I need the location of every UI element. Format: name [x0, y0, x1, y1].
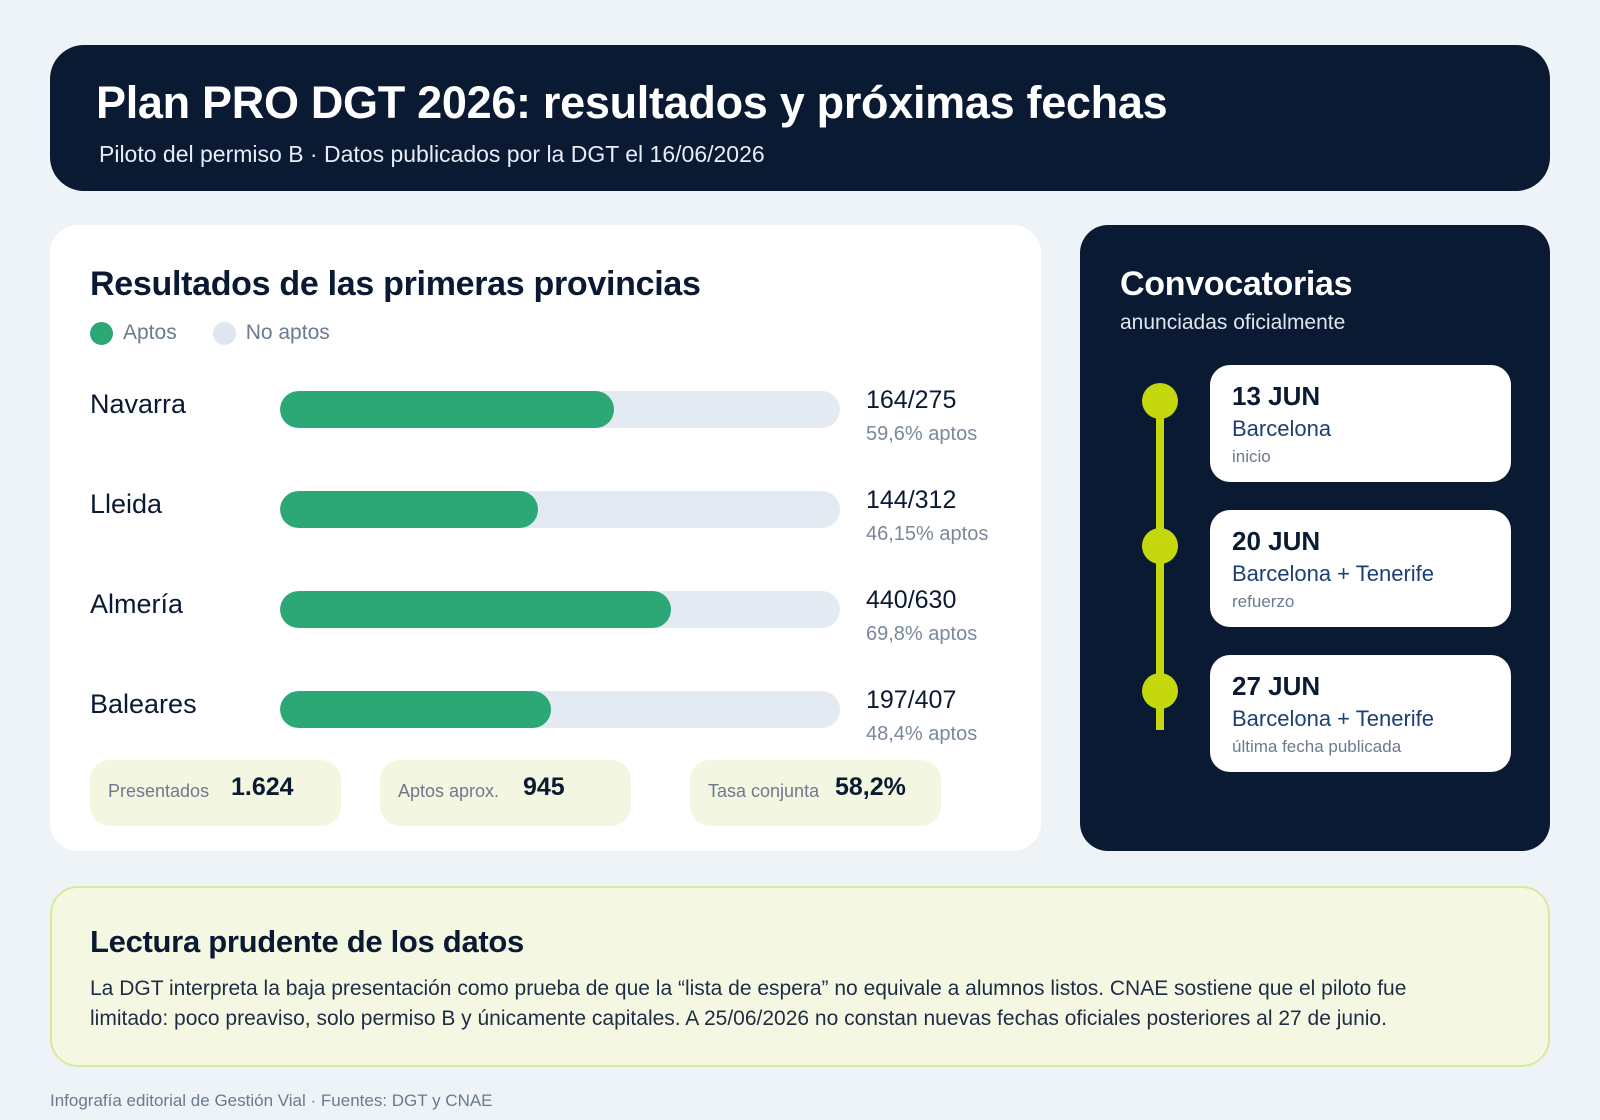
timeline-dot	[1142, 528, 1178, 564]
legend-label-no-aptos: No aptos	[245, 321, 330, 344]
event-date: 20 JUN	[1232, 526, 1321, 556]
event-note: inicio	[1232, 447, 1271, 466]
bar-no-aptos	[280, 391, 840, 428]
note-title: Lectura prudente de los datos	[90, 924, 524, 959]
legend-swatch-aptos	[90, 321, 113, 345]
stat-value: 58,2%	[835, 773, 906, 801]
pct-label: 59,6% aptos	[866, 423, 978, 445]
note-card: Lectura prudente de los datos La DGT int…	[50, 886, 1550, 1067]
convocatorias-subtitle: anunciadas oficialmente	[1120, 311, 1346, 334]
bar-row: Navarra 164/275 59,6% aptos	[90, 375, 1010, 455]
event-date: 13 JUN	[1232, 381, 1321, 411]
stat-presentados: Presentados 1.624	[90, 760, 341, 826]
legend-item-aptos: Aptos	[90, 321, 177, 345]
event-card: 27 JUN Barcelona + Tenerife última fecha…	[1210, 655, 1511, 772]
pct-label: 48,4% aptos	[866, 723, 978, 745]
stat-aptos-aprox: Aptos aprox. 945	[380, 760, 631, 826]
bar-no-aptos	[280, 591, 840, 628]
category-label: Navarra	[90, 389, 187, 419]
value-label: 164/275	[866, 386, 957, 414]
stat-label: Tasa conjunta	[708, 781, 820, 801]
stat-label: Aptos aprox.	[398, 781, 500, 801]
bar-no-aptos	[280, 491, 840, 528]
results-title: Resultados de las primeras provincias	[90, 265, 701, 303]
bar-aptos	[280, 591, 672, 628]
category-label: Lleida	[90, 489, 163, 519]
timeline-line	[1156, 400, 1164, 730]
category-label: Baleares	[90, 689, 197, 719]
header-banner: Plan PRO DGT 2026: resultados y próximas…	[50, 45, 1550, 191]
legend-item-no-aptos: No aptos	[212, 321, 330, 345]
event-card: 13 JUN Barcelona inicio	[1210, 365, 1511, 482]
pct-label: 46,15% aptos	[866, 523, 989, 545]
convocatorias-card: Convocatorias anunciadas oficialmente 13…	[1080, 225, 1550, 851]
category-label: Almería	[90, 589, 184, 619]
legend-label-aptos: Aptos	[123, 321, 177, 344]
event-note: refuerzo	[1232, 592, 1295, 611]
event-note: última fecha publicada	[1232, 737, 1402, 756]
event-place: Barcelona + Tenerife	[1232, 561, 1435, 586]
page-title: Plan PRO DGT 2026: resultados y próximas…	[96, 77, 1168, 128]
event-date: 27 JUN	[1232, 671, 1321, 701]
stat-value: 945	[523, 773, 565, 801]
chart-legend: Aptos No aptos	[90, 321, 330, 345]
value-label: 197/407	[866, 686, 957, 714]
results-card: Resultados de las primeras provincias Ap…	[50, 225, 1041, 851]
page-subtitle: Piloto del permiso B · Datos publicados …	[99, 141, 765, 167]
bar-aptos	[280, 391, 614, 428]
footer-credit: Infografía editorial de Gestión Vial · F…	[50, 1091, 493, 1110]
bar-aptos	[280, 491, 539, 528]
value-label: 144/312	[866, 486, 957, 514]
value-label: 440/630	[866, 586, 957, 614]
bar-row: Baleares 197/407 48,4% aptos	[90, 675, 1010, 755]
stat-label: Presentados	[108, 781, 210, 801]
bar-row: Almería 440/630 69,8% aptos	[90, 575, 1010, 655]
stat-tasa-conjunta: Tasa conjunta 58,2%	[690, 760, 941, 826]
event-place: Barcelona + Tenerife	[1232, 706, 1435, 731]
event-place: Barcelona	[1232, 416, 1332, 441]
convocatorias-title: Convocatorias	[1120, 265, 1353, 303]
legend-swatch-no-aptos	[212, 321, 236, 345]
pct-label: 69,8% aptos	[866, 623, 978, 645]
stat-value: 1.624	[231, 773, 294, 801]
note-text: La DGT interpreta la baja presentación c…	[90, 977, 1407, 1030]
timeline-dot	[1142, 673, 1178, 709]
bar-aptos	[280, 691, 552, 728]
timeline-dot	[1142, 383, 1178, 419]
bar-no-aptos	[280, 691, 840, 728]
event-card: 20 JUN Barcelona + Tenerife refuerzo	[1210, 510, 1511, 627]
bar-row: Lleida 144/312 46,15% aptos	[90, 475, 1010, 555]
